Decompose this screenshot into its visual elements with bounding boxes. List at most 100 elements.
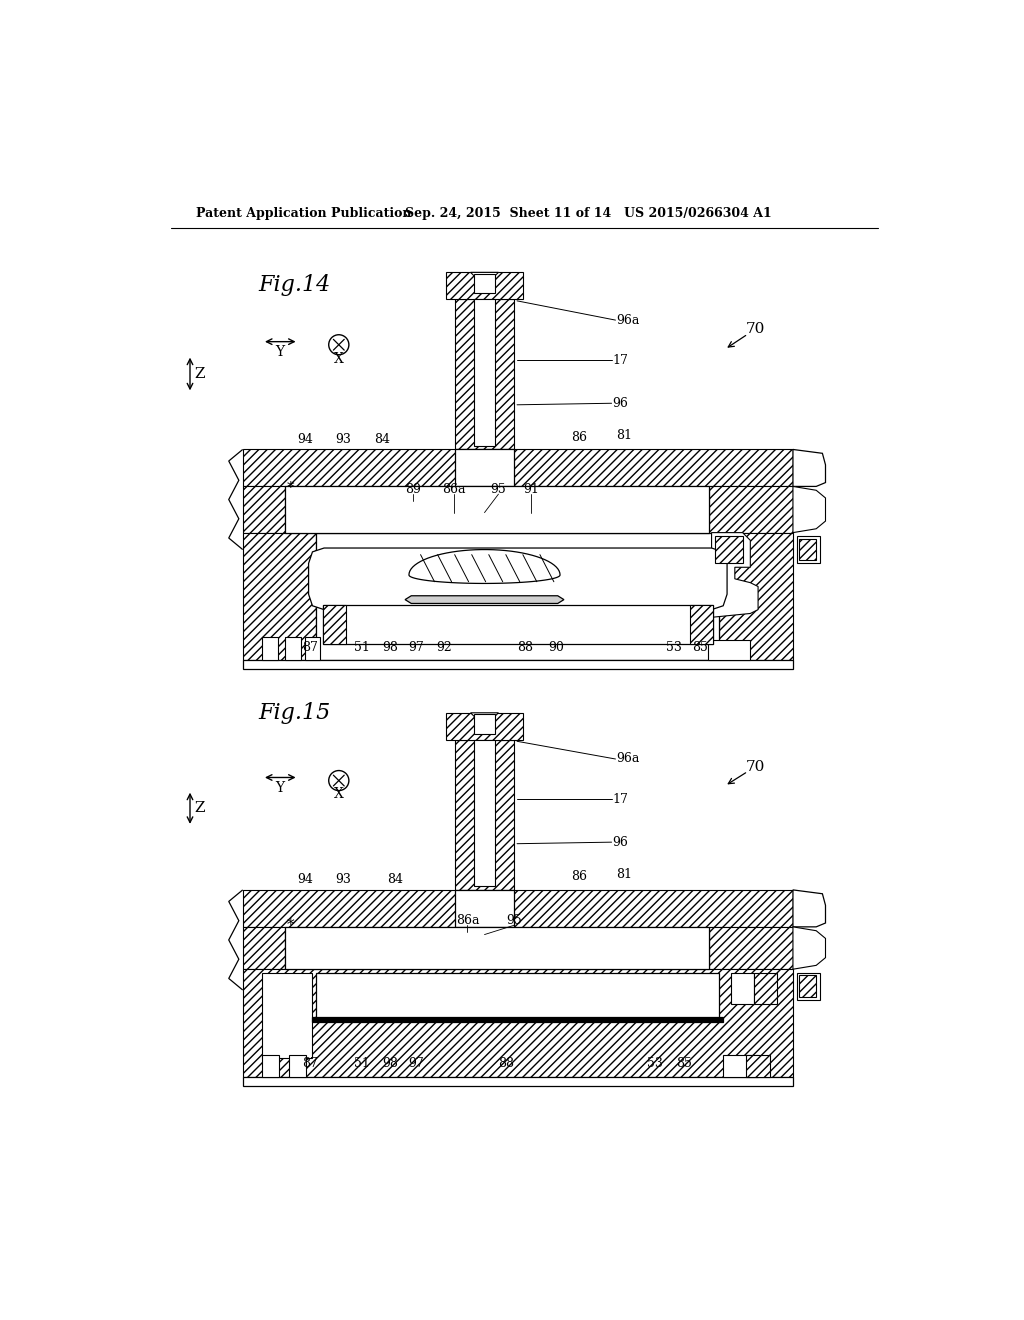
Bar (305, 636, 321, 660)
Text: 86: 86 (571, 430, 587, 444)
Bar (286, 636, 301, 660)
Polygon shape (793, 449, 825, 487)
Text: 95: 95 (490, 483, 506, 496)
Text: 96: 96 (612, 836, 629, 849)
Bar (286, 927, 710, 969)
Polygon shape (409, 549, 560, 583)
Bar (719, 533, 793, 660)
Text: 86a: 86a (456, 915, 479, 927)
Bar (323, 605, 346, 644)
Text: Y: Y (275, 346, 285, 359)
Bar (323, 605, 713, 644)
Text: 87: 87 (302, 1056, 318, 1069)
Polygon shape (471, 272, 499, 286)
Bar (797, 973, 820, 1001)
Text: Sep. 24, 2015  Sheet 11 of 14: Sep. 24, 2015 Sheet 11 of 14 (406, 207, 611, 220)
Text: 17: 17 (612, 354, 629, 367)
Text: 51: 51 (354, 640, 370, 653)
Text: 87: 87 (302, 640, 318, 653)
Bar (746, 1056, 770, 1077)
Text: 85: 85 (677, 1056, 692, 1069)
Bar (243, 927, 286, 969)
Text: 95: 95 (506, 915, 522, 927)
Text: 81: 81 (616, 869, 632, 880)
Bar (262, 973, 312, 1057)
Bar (243, 969, 793, 1077)
Bar (289, 1056, 306, 1077)
Text: Fig.15: Fig.15 (258, 702, 331, 723)
Text: 91: 91 (523, 483, 539, 496)
Text: 97: 97 (409, 640, 424, 653)
Text: 86: 86 (571, 870, 587, 883)
Text: 93: 93 (336, 873, 351, 886)
Bar (243, 533, 316, 660)
Bar (723, 1056, 758, 1077)
Text: 89: 89 (406, 483, 421, 496)
Text: *: * (287, 480, 295, 495)
Bar (455, 449, 514, 487)
Polygon shape (793, 927, 825, 969)
Polygon shape (308, 548, 727, 610)
Bar (474, 714, 495, 734)
Bar (445, 713, 523, 739)
Text: 84: 84 (374, 433, 390, 446)
Polygon shape (712, 533, 758, 618)
Polygon shape (793, 487, 825, 533)
Text: 98: 98 (382, 640, 398, 653)
Bar (799, 975, 816, 997)
Polygon shape (471, 713, 499, 726)
Bar (474, 300, 495, 446)
Bar (474, 739, 495, 886)
Text: 96a: 96a (616, 752, 640, 766)
Text: X: X (334, 788, 344, 801)
Bar (262, 1056, 280, 1077)
Text: US 2015/0266304 A1: US 2015/0266304 A1 (624, 207, 772, 220)
Text: 88: 88 (517, 640, 532, 653)
Bar (316, 973, 719, 1019)
Text: Fig.14: Fig.14 (258, 275, 331, 297)
Text: *: * (287, 917, 295, 932)
Text: 96a: 96a (616, 314, 640, 326)
Text: 70: 70 (746, 760, 765, 774)
Bar (243, 890, 793, 927)
Bar (799, 539, 816, 560)
Bar (710, 487, 793, 533)
Bar (316, 533, 719, 660)
Bar (455, 300, 514, 449)
Text: 84: 84 (387, 873, 403, 886)
Text: 97: 97 (409, 1056, 424, 1069)
Text: 92: 92 (436, 640, 452, 653)
Bar (474, 275, 495, 293)
Text: Patent Application Publication: Patent Application Publication (197, 207, 412, 220)
Text: Y: Y (275, 781, 285, 795)
Text: 90: 90 (549, 640, 564, 653)
Text: 96: 96 (612, 397, 629, 409)
Text: 51: 51 (354, 1056, 370, 1069)
Bar (797, 536, 820, 564)
Bar (262, 636, 278, 660)
Text: 85: 85 (692, 640, 708, 653)
Bar (708, 640, 751, 660)
Text: 81: 81 (616, 429, 632, 442)
Text: 53: 53 (666, 640, 682, 653)
Text: 70: 70 (746, 322, 765, 337)
Text: 93: 93 (336, 433, 351, 446)
Bar (445, 272, 523, 300)
Bar (755, 973, 777, 1003)
Bar (243, 449, 793, 487)
Text: Z: Z (195, 801, 206, 816)
Text: 94: 94 (297, 433, 312, 446)
Text: X: X (334, 351, 344, 366)
Bar (731, 973, 755, 1003)
Bar (455, 890, 514, 927)
Text: 17: 17 (612, 792, 629, 805)
Text: 94: 94 (297, 873, 312, 886)
Bar (243, 487, 286, 533)
Text: 98: 98 (382, 1056, 398, 1069)
Bar (243, 660, 793, 669)
Text: 86a: 86a (441, 483, 465, 496)
Text: 88: 88 (499, 1056, 514, 1069)
Bar (710, 927, 793, 969)
Bar (716, 536, 742, 564)
Text: Z: Z (195, 367, 206, 381)
